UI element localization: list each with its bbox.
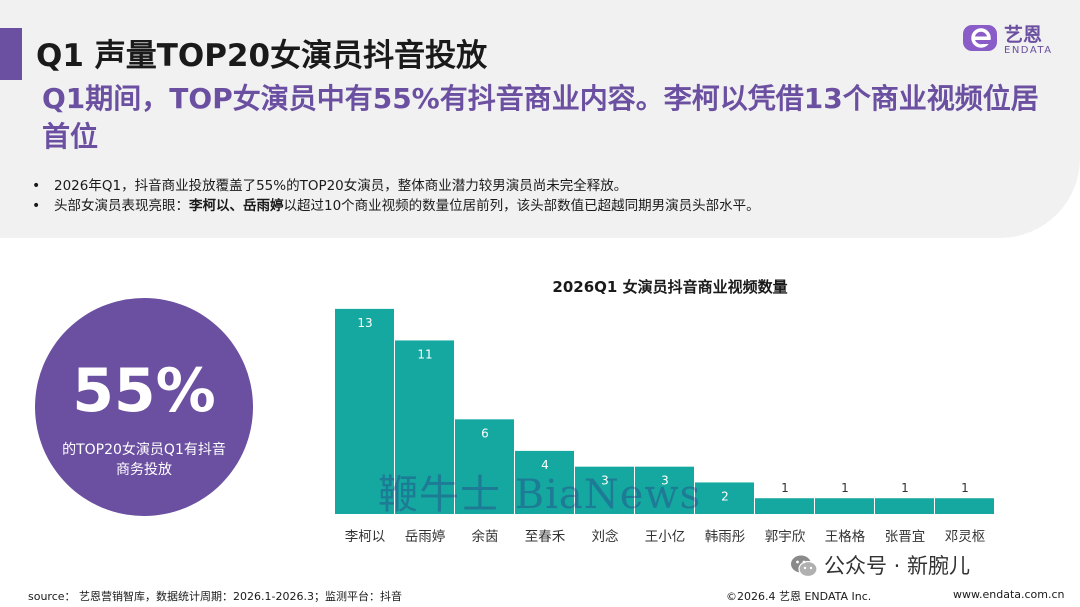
data-label: 4 <box>541 458 549 472</box>
bullet-list: 2026年Q1，抖音商业投放覆盖了55%的TOP20女演员，整体商业潜力较男演员… <box>28 176 760 216</box>
bar-7 <box>755 498 814 514</box>
chart-title: 2026Q1 女演员抖音商业视频数量 <box>552 278 788 296</box>
page-title: Q1 声量TOP20女演员抖音投放 <box>36 38 488 74</box>
x-tick-label: 韩雨彤 <box>705 529 746 545</box>
x-tick-label: 王小亿 <box>645 529 686 545</box>
bullet-highlight: 李柯以、岳雨婷 <box>189 198 284 214</box>
logo-name-cn: 艺恩 <box>1004 24 1043 46</box>
bar-3 <box>515 450 574 514</box>
x-tick-label: 岳雨婷 <box>405 529 446 545</box>
bullet-suffix: 以超过10个商业视频的数量位居前列，该头部数值已超越同期男演员头部水平。 <box>283 198 760 214</box>
data-label: 2 <box>721 489 729 503</box>
data-label: 6 <box>481 426 489 440</box>
bar-9 <box>875 498 934 514</box>
bar-8 <box>815 498 874 514</box>
x-tick-label: 刘念 <box>592 528 619 545</box>
data-label: 3 <box>661 474 669 488</box>
data-label: 13 <box>357 316 372 330</box>
footer-source: source： 艺恩营销智库，数据统计周期：2026.1-2026.3；监测平台… <box>28 590 402 603</box>
data-label: 11 <box>417 347 432 361</box>
headline: Q1期间，TOP女演员中有55%有抖音商业内容。李柯以凭借13个商业视频位居首位 <box>42 82 1039 153</box>
footer-website: www.endata.com.cn <box>953 588 1065 601</box>
data-label: 1 <box>901 481 909 495</box>
x-tick-label: 至春禾 <box>525 529 566 545</box>
data-label: 1 <box>961 481 969 495</box>
bullet-item: 头部女演员表现亮眼：李柯以、岳雨婷以超过10个商业视频的数量位居前列，该头部数值… <box>28 196 760 216</box>
x-tick-label: 李柯以 <box>345 529 386 545</box>
x-tick-label: 郭宇欣 <box>765 528 806 545</box>
bar-10 <box>935 498 994 514</box>
endata-logo: 艺恩 ENDATA <box>962 20 1072 60</box>
bullet-text: 2026年Q1，抖音商业投放覆盖了55%的TOP20女演员，整体商业潜力较男演员… <box>54 178 628 194</box>
bullet-prefix: 头部女演员表现亮眼： <box>54 198 189 214</box>
logo-name-en: ENDATA <box>1004 45 1053 56</box>
stat-caption: 的TOP20女演员Q1有抖音商务投放 <box>62 442 226 478</box>
wechat-account: 公众号 · 新腕儿 <box>790 549 970 579</box>
x-tick-label: 余茵 <box>472 528 499 545</box>
bar-2 <box>455 419 514 514</box>
data-label: 3 <box>601 474 609 488</box>
bar-0 <box>335 308 394 514</box>
data-label: 1 <box>841 481 849 495</box>
stat-circle: 55% 的TOP20女演员Q1有抖音商务投放 <box>35 298 253 516</box>
bar-6 <box>695 482 754 514</box>
endata-logo-icon <box>963 25 997 51</box>
bar-1 <box>395 340 454 514</box>
bar-5 <box>635 466 694 514</box>
x-tick-label: 张晋宜 <box>885 529 926 545</box>
x-tick-label: 王格格 <box>825 529 866 545</box>
wechat-icon <box>791 555 818 578</box>
wechat-text: 公众号 · 新腕儿 <box>824 554 971 578</box>
bar-4 <box>575 466 634 514</box>
footer-copyright: ©2026.4 艺恩 ENDATA Inc. <box>726 590 872 603</box>
x-tick-label: 邓灵枢 <box>945 529 986 545</box>
data-label: 1 <box>781 481 789 495</box>
stat-value: 55% <box>72 356 216 426</box>
title-accent-bar <box>0 28 22 80</box>
watermark: 鞭牛士 BiaNews <box>378 472 702 518</box>
bullet-item: 2026年Q1，抖音商业投放覆盖了55%的TOP20女演员，整体商业潜力较男演员… <box>28 176 760 196</box>
